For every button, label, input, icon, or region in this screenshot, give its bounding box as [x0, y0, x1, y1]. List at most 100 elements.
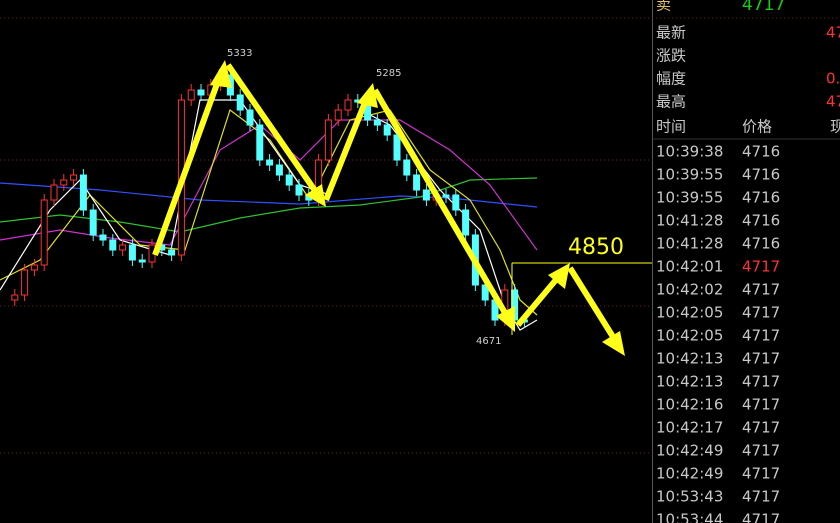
arrow [372, 88, 511, 320]
candle [138, 259, 146, 263]
target-label: 4850 [568, 235, 624, 260]
candle [70, 174, 78, 181]
tick-price: 4717 [742, 442, 780, 460]
quote-label: 最高 [656, 93, 686, 111]
tick-time: 10:42:05 [656, 304, 723, 322]
candle [324, 119, 332, 161]
arrow [323, 93, 371, 202]
candle [344, 99, 352, 111]
tick-time: 10:53:44 [656, 511, 723, 523]
tick-time: 10:42:13 [656, 350, 723, 368]
tick-price: 4717 [742, 488, 780, 506]
candle [60, 179, 68, 186]
candle [275, 164, 283, 176]
candle [79, 174, 87, 211]
quote-label: 最新 [656, 24, 686, 42]
arrow [225, 63, 321, 197]
tick-time: 10:42:16 [656, 396, 723, 414]
candle [266, 159, 274, 166]
ma-blue [0, 182, 538, 208]
candle [334, 109, 342, 121]
tick-price: 4716 [742, 189, 780, 207]
candle [422, 189, 430, 201]
quote-label: 涨跌 [656, 47, 686, 65]
quote-label: 幅度 [656, 70, 686, 88]
sell-value: 4717 [742, 0, 785, 15]
candle [285, 174, 293, 186]
tick-price: 4717 [742, 304, 780, 322]
tick-price: 4717 [742, 327, 780, 345]
arrow-head [496, 306, 515, 332]
tick-price: 4716 [742, 166, 780, 184]
tick-time: 10:39:55 [656, 166, 723, 184]
candle [11, 294, 19, 301]
column-header: 时间 [656, 118, 686, 136]
annotations: 5333 5285 4671 4850 [152, 48, 652, 356]
tick-time: 10:41:28 [656, 212, 723, 230]
tick-price: 4717 [742, 465, 780, 483]
tick-price: 4717 [742, 373, 780, 391]
candle [413, 174, 421, 191]
quote-value: 47 [826, 24, 840, 42]
tick-time: 10:53:43 [656, 488, 723, 506]
tick-price: 4716 [742, 143, 780, 161]
tick-time: 10:42:17 [656, 419, 723, 437]
tick-time: 10:42:05 [656, 327, 723, 345]
candle [197, 89, 205, 96]
candle [452, 194, 460, 211]
tick-price: 4716 [742, 212, 780, 230]
grid [0, 17, 840, 454]
candle [21, 269, 29, 296]
candle [442, 194, 450, 198]
tick-price: 4717 [742, 350, 780, 368]
candle [393, 134, 401, 161]
low-label: 4671 [476, 336, 501, 347]
candle [373, 119, 381, 126]
tick-price: 4717 [742, 281, 780, 299]
tick-price: 4716 [742, 235, 780, 253]
tick-time: 10:42:01 [656, 258, 723, 276]
column-header: 现 [830, 118, 840, 136]
tick-price: 4717 [742, 419, 780, 437]
tick-time: 10:39:38 [656, 143, 723, 161]
candle [236, 94, 244, 111]
candle [168, 249, 176, 256]
candle [119, 244, 127, 251]
arrow-head [548, 263, 570, 289]
candle [89, 209, 97, 236]
candle [50, 184, 58, 201]
candle [40, 199, 48, 266]
tick-time: 10:42:49 [656, 465, 723, 483]
candle [383, 124, 391, 136]
tick-price: 4717 [742, 511, 780, 523]
column-header: 价格 [742, 118, 772, 136]
tick-price: 4717 [742, 396, 780, 414]
candle [481, 284, 489, 301]
ma-white [0, 99, 538, 331]
tick-time: 10:42:49 [656, 442, 723, 460]
arrow-head [357, 83, 378, 108]
candle [295, 184, 303, 196]
quote-value: 0.3 [826, 70, 840, 88]
sell-label: 卖 [656, 0, 671, 14]
arrow [567, 266, 618, 342]
arrow-head [602, 331, 625, 356]
tick-price: 4717 [742, 258, 780, 276]
candle [256, 124, 264, 161]
tick-time: 10:42:13 [656, 373, 723, 391]
candle [109, 239, 117, 251]
arrow [515, 273, 563, 327]
candle [99, 234, 107, 241]
peak-label: 5285 [376, 68, 401, 79]
tick-time: 10:41:28 [656, 235, 723, 253]
tick-time: 10:39:55 [656, 189, 723, 207]
quote-value: 47 [826, 93, 840, 111]
peak-label: 5333 [227, 48, 252, 59]
candle [187, 89, 195, 101]
candle [462, 209, 470, 236]
tick-time: 10:42:02 [656, 281, 723, 299]
arrow-head [210, 60, 232, 88]
candle [246, 109, 254, 126]
